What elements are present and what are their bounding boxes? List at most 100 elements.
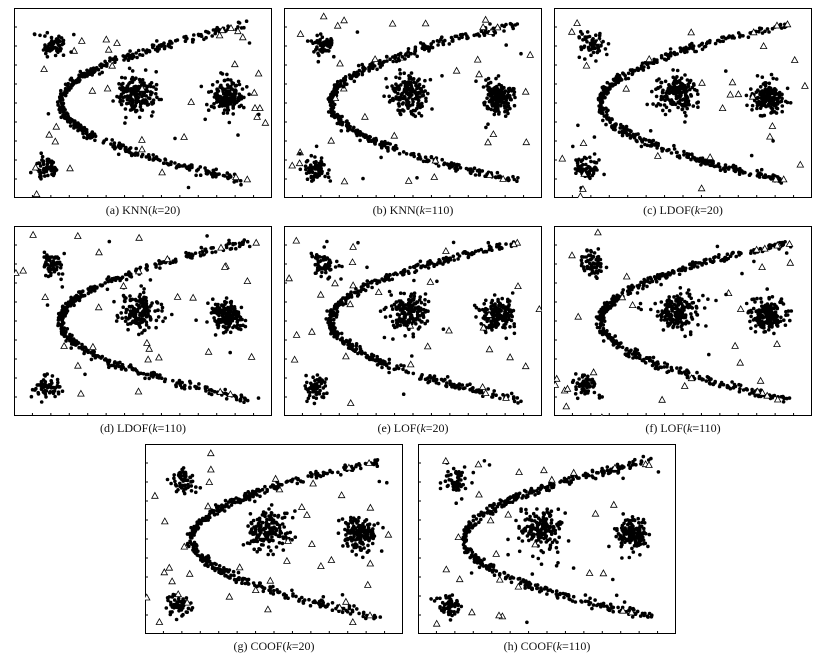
normal-point bbox=[468, 387, 472, 392]
outlier-point bbox=[288, 161, 297, 169]
outlier-point bbox=[32, 189, 41, 198]
normal-point bbox=[683, 120, 687, 124]
outlier-point bbox=[485, 345, 494, 353]
normal-point bbox=[667, 295, 671, 299]
normal-point bbox=[137, 304, 141, 308]
normal-point bbox=[497, 175, 502, 179]
normal-point bbox=[626, 76, 631, 81]
normal-point bbox=[332, 102, 337, 107]
normal-point bbox=[432, 262, 436, 267]
normal-point bbox=[168, 261, 172, 265]
normal-point bbox=[144, 94, 148, 98]
normal-point bbox=[333, 88, 338, 93]
normal-point bbox=[764, 81, 768, 85]
normal-point bbox=[482, 33, 487, 37]
normal-point bbox=[417, 325, 422, 329]
normal-point bbox=[408, 294, 413, 299]
normal-point bbox=[138, 80, 143, 84]
normal-point bbox=[123, 76, 127, 80]
normal-point bbox=[588, 261, 592, 266]
outlier-point bbox=[594, 228, 602, 236]
normal-point bbox=[444, 384, 449, 389]
normal-point bbox=[373, 278, 377, 283]
normal-point bbox=[142, 307, 147, 311]
normal-point bbox=[779, 99, 784, 104]
normal-point bbox=[581, 388, 585, 393]
normal-point bbox=[235, 323, 240, 327]
normal-point bbox=[423, 89, 427, 93]
normal-point bbox=[223, 306, 228, 311]
normal-point bbox=[424, 159, 428, 164]
normal-point bbox=[394, 143, 398, 148]
normal-point bbox=[504, 98, 508, 103]
outlier-point bbox=[243, 175, 252, 183]
normal-point bbox=[103, 59, 107, 64]
normal-point bbox=[515, 396, 520, 400]
normal-point bbox=[220, 317, 225, 321]
outlier-point bbox=[580, 169, 589, 177]
normal-point bbox=[219, 85, 224, 90]
normal-point bbox=[595, 257, 600, 262]
normal-point bbox=[661, 108, 665, 113]
normal-point bbox=[339, 129, 344, 133]
normal-point bbox=[223, 387, 227, 392]
normal-point bbox=[597, 393, 602, 398]
normal-point bbox=[365, 265, 369, 270]
normal-point bbox=[319, 163, 323, 168]
normal-point bbox=[45, 162, 50, 166]
normal-point bbox=[489, 321, 494, 326]
normal-point bbox=[432, 375, 436, 380]
normal-point bbox=[56, 50, 60, 55]
normal-point bbox=[317, 264, 321, 269]
normal-point bbox=[35, 161, 39, 166]
normal-point bbox=[387, 100, 392, 104]
normal-point bbox=[146, 372, 150, 377]
normal-point bbox=[495, 103, 499, 108]
normal-point bbox=[65, 327, 70, 331]
normal-point bbox=[215, 93, 220, 98]
normal-point bbox=[498, 89, 502, 94]
normal-point bbox=[229, 78, 233, 82]
normal-point bbox=[501, 393, 505, 397]
normal-point bbox=[647, 138, 651, 143]
normal-point bbox=[128, 297, 133, 302]
normal-point bbox=[219, 71, 223, 75]
normal-point bbox=[614, 75, 619, 80]
normal-point bbox=[151, 153, 155, 157]
outlier-point bbox=[502, 393, 510, 401]
normal-point bbox=[340, 264, 344, 269]
normal-point bbox=[231, 96, 235, 101]
normal-point bbox=[508, 106, 512, 111]
normal-point bbox=[682, 149, 686, 154]
normal-point bbox=[335, 79, 340, 84]
normal-point bbox=[471, 389, 475, 394]
normal-point bbox=[236, 133, 240, 137]
normal-point bbox=[131, 366, 135, 371]
normal-point bbox=[492, 389, 496, 393]
normal-point bbox=[387, 289, 392, 294]
normal-point bbox=[148, 84, 153, 89]
caption-prefix: (e) LOF( bbox=[377, 421, 421, 435]
normal-point bbox=[196, 167, 201, 172]
normal-point bbox=[577, 165, 581, 170]
normal-point bbox=[334, 315, 339, 319]
normal-point bbox=[389, 293, 393, 297]
normal-point bbox=[512, 177, 517, 182]
normal-point bbox=[472, 166, 477, 170]
outlier-point bbox=[135, 233, 143, 241]
normal-point bbox=[399, 363, 403, 367]
normal-point bbox=[66, 300, 71, 304]
normal-point bbox=[574, 171, 578, 175]
normal-point bbox=[759, 167, 764, 172]
normal-point bbox=[311, 375, 315, 379]
normal-point bbox=[575, 381, 579, 385]
normal-point bbox=[156, 315, 161, 319]
normal-point bbox=[43, 390, 47, 394]
normal-point bbox=[390, 307, 395, 311]
normal-point bbox=[391, 337, 395, 341]
outlier-point bbox=[349, 281, 357, 289]
normal-point bbox=[42, 250, 47, 255]
normal-point bbox=[154, 82, 159, 87]
normal-point bbox=[146, 102, 151, 107]
normal-point bbox=[150, 43, 155, 47]
